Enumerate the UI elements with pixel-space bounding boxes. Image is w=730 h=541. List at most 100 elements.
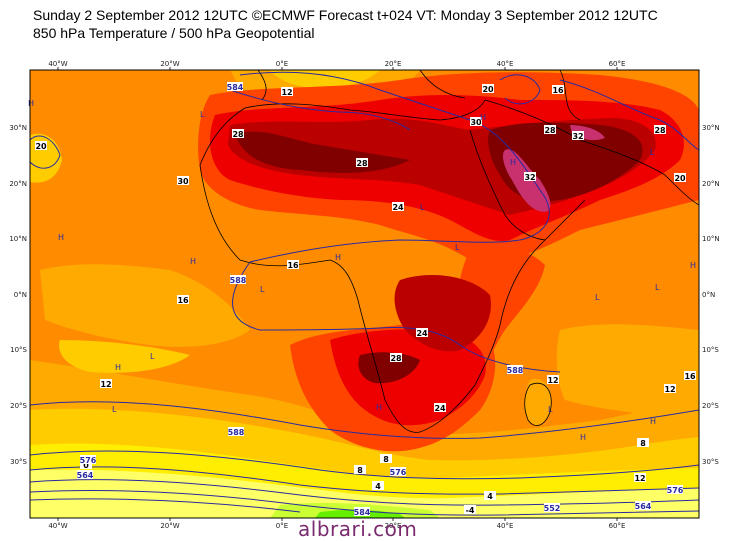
pressure-markers: H H H H H H H H H H H L L L L L L L L L … — [28, 99, 696, 442]
low-marker: L — [595, 293, 600, 302]
band-8 — [30, 469, 699, 518]
temp-label-7: 16 — [287, 261, 299, 270]
lon-tick-label: 20°W — [160, 522, 179, 530]
temp-label-30: 20 — [482, 85, 494, 94]
atlantic-cool-16 — [59, 340, 191, 373]
watermark-text: albrari.com — [298, 517, 418, 541]
temp-label-18: 28 — [390, 354, 402, 363]
geo-label-9: 552 — [544, 504, 561, 513]
temp-label-25: 16 — [684, 372, 696, 381]
lon-axis-top: 40°W 20°W 0°E 20°E 40°E 60°E — [48, 60, 625, 68]
lat-tick-label: 10°S — [10, 346, 27, 354]
high-marker: H — [580, 433, 586, 442]
temp-label-11: 8 — [640, 439, 646, 448]
geo-label-1: 584 — [227, 83, 244, 92]
lon-tick-label: 20°E — [385, 60, 402, 68]
geo-label-8: 564 — [635, 502, 652, 511]
lat-tick-label: 30°S — [10, 458, 27, 466]
high-marker: H — [650, 417, 656, 426]
temp-label-2: 28 — [356, 159, 368, 168]
temp-label-16: -4 — [466, 506, 475, 515]
lat-tick-label: 30°N — [702, 124, 720, 132]
low-marker: L — [420, 203, 425, 212]
geo-label-3: 564 — [77, 471, 94, 480]
temp-label-15: 0 — [83, 461, 89, 470]
temp-label-26: 28 — [544, 126, 556, 135]
lat-tick-label: 10°N — [702, 235, 720, 243]
temp-label-14: 4 — [487, 492, 493, 501]
madagascar-warm — [524, 379, 552, 426]
lat-axis-right: 30°N 20°N 10°N 0°N 10°S 20°S 30°S — [702, 124, 720, 466]
lon-tick-label: 0°E — [276, 60, 288, 68]
lat-tick-label: 20°S — [10, 402, 27, 410]
high-marker: H — [335, 253, 341, 262]
geo-label-7: 576 — [390, 468, 407, 477]
temperature-contour-labels: 28 28 24 30 30 20 16 16 12 12 8 8 4 4 0 … — [35, 84, 696, 515]
lon-tick-label: 40°E — [497, 60, 514, 68]
temp-label-1: 28 — [232, 130, 244, 139]
atlantic-cool-20 — [40, 264, 250, 347]
temp-label-6: 20 — [674, 174, 686, 183]
temp-label-3: 24 — [392, 203, 404, 212]
low-marker: L — [655, 283, 660, 292]
temp-label-5: 30 — [470, 118, 482, 127]
temp-label-19: 32 — [572, 132, 583, 141]
lon-tick-label: 40°W — [48, 522, 67, 530]
lon-tick-label: 40°W — [48, 60, 67, 68]
map-title-line2: 850 hPa Temperature / 500 hPa Geopotenti… — [33, 25, 315, 41]
temp-label-10: 12 — [664, 385, 675, 394]
high-marker: H — [28, 99, 34, 108]
lat-tick-label: 10°S — [702, 346, 719, 354]
low-marker: L — [650, 148, 655, 157]
indian-ocean-cool — [556, 324, 699, 420]
low-marker: L — [200, 110, 205, 119]
axis-ticks — [57, 67, 618, 521]
high-marker: H — [510, 158, 516, 167]
north-cooler-area — [270, 70, 380, 88]
lon-tick-label: 60°E — [609, 60, 626, 68]
low-marker: L — [112, 405, 117, 414]
lat-tick-label: 20°S — [702, 402, 719, 410]
temp-label-22: 12 — [281, 88, 292, 97]
high-marker: H — [480, 113, 486, 122]
geo-label-5: 588 — [507, 366, 524, 375]
map-frame — [29, 69, 700, 519]
geopotential-contours — [30, 71, 699, 516]
low-marker: L — [548, 405, 553, 414]
temp-label-24: 12 — [547, 376, 558, 385]
temp-label-28: 32 — [524, 173, 535, 182]
temp-label-23: 8 — [383, 455, 389, 464]
high-marker: H — [58, 233, 64, 242]
low-marker: L — [260, 285, 265, 294]
temp-label-9: 12 — [100, 380, 111, 389]
temp-label-27: 24 — [434, 404, 446, 413]
temp-label-4: 30 — [177, 177, 189, 186]
geo-label-11: 576 — [667, 486, 684, 495]
lat-tick-label: 0°N — [14, 291, 27, 299]
southern-africa-36 — [358, 352, 420, 384]
temp-label-29: 28 — [654, 126, 666, 135]
low-marker: L — [150, 352, 155, 361]
geo-label-10: 584 — [354, 508, 371, 517]
lat-axis-left: 30°N 20°N 10°N 0°N 10°S 20°S 30°S — [9, 124, 27, 466]
lat-tick-label: 30°N — [9, 124, 27, 132]
geopotential-labels: 584 576 564 588 588 588 576 564 552 584 … — [77, 82, 684, 517]
temp-label-17: 24 — [416, 329, 428, 338]
temp-label-20: 20 — [35, 142, 47, 151]
geo-label-2: 576 — [80, 456, 97, 465]
temp-label-21: 16 — [552, 86, 564, 95]
high-marker: H — [376, 403, 382, 412]
lon-tick-label: 20°W — [160, 60, 179, 68]
lat-tick-label: 10°N — [9, 235, 27, 243]
temp-label-32: 12 — [634, 474, 645, 483]
high-marker: H — [690, 261, 696, 270]
lat-tick-label: 20°N — [9, 180, 27, 188]
geo-label-4: 588 — [228, 428, 245, 437]
lon-axis-bottom: 40°W 20°W 0°E 20°E 40°E 60°E — [48, 522, 625, 530]
high-marker: H — [115, 363, 121, 372]
map-title-line1: Sunday 2 September 2012 12UTC ©ECMWF For… — [33, 7, 658, 23]
lon-tick-label: 0°E — [276, 522, 288, 530]
low-marker: L — [455, 243, 460, 252]
coastlines — [199, 70, 699, 433]
